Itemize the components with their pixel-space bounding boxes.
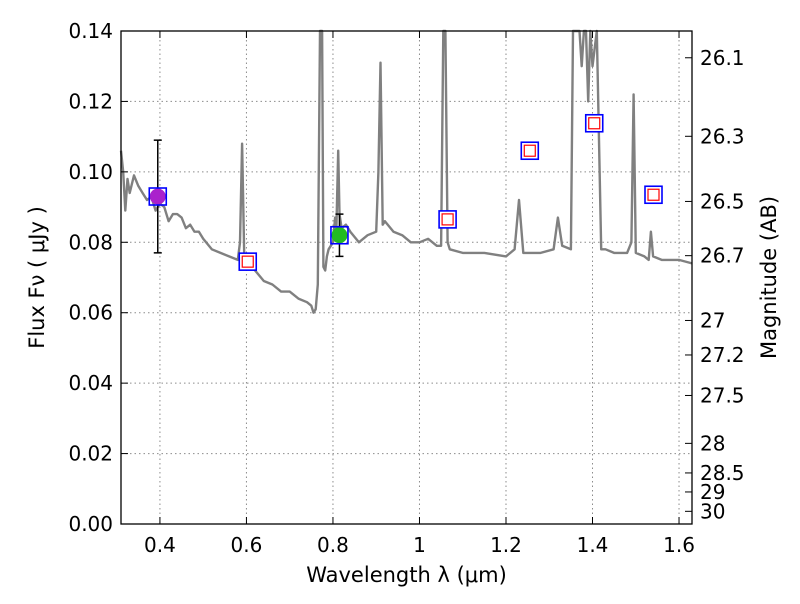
y-tick-label: 0.08	[68, 230, 113, 254]
y-tick-label: 0.14	[68, 19, 113, 43]
magnitude-tick-label: 30	[700, 499, 725, 523]
x-tick-label: 1.4	[577, 533, 609, 557]
photometry-square-inner	[241, 255, 254, 268]
x-tick-label: 1.6	[663, 533, 695, 557]
y-tick-label: 0.02	[68, 442, 113, 466]
magnitude-tick-label: 28	[700, 431, 725, 455]
magnitude-tick-label: 27	[700, 308, 725, 332]
x-tick-label: 1	[413, 533, 426, 557]
magnitude-tick-label: 26.3	[700, 124, 745, 148]
photometry-square-inner	[523, 144, 536, 157]
x-tick-label: 0.8	[317, 533, 349, 557]
photometry-square-outer	[438, 210, 457, 229]
filled-photometry-point	[331, 227, 348, 244]
photometry-square-outer	[520, 141, 540, 161]
photometry-square-inner	[441, 213, 454, 226]
photometry-square-inner	[647, 188, 660, 201]
plot-frame	[120, 30, 693, 525]
y2-axis-label: Magnitude (AB)	[757, 196, 781, 359]
x-tick-label: 0.4	[144, 533, 176, 557]
photometry-square-outer	[330, 225, 349, 245]
y-tick-label: 0.06	[68, 301, 113, 325]
x-tick-label: 1.2	[490, 533, 522, 557]
x-tick-label: 0.6	[231, 533, 263, 557]
photometry-square-outer	[584, 113, 604, 133]
magnitude-tick-label: 26.7	[700, 244, 745, 268]
photometry-square-outer	[644, 185, 663, 205]
filled-photometry-point	[149, 188, 166, 205]
photometry-square-outer	[238, 252, 258, 271]
magnitude-tick-label: 26.1	[700, 46, 745, 70]
x-axis-label: Wavelength λ (μm)	[306, 563, 507, 587]
magnitude-tick-label: 29	[700, 480, 725, 504]
y-tick-label: 0.10	[68, 160, 113, 184]
y-tick-label: 0.04	[68, 371, 113, 395]
magnitude-tick-label: 27.2	[700, 343, 745, 367]
tick-labels: 0.4 0.6 0.8 1 1.2 1.4 1.6 0.00 0.02 0.04 0.06 0.08 0…	[68, 19, 744, 557]
grid-lines	[121, 31, 692, 524]
photometry-square-inner	[588, 117, 601, 130]
magnitude-tick-label: 28.5	[700, 461, 745, 485]
photometry-square-outer	[148, 187, 168, 206]
y-tick-label: 0.12	[68, 89, 113, 113]
y-tick-label: 0.00	[68, 512, 113, 536]
y-axis-label: Flux Fν ( μJy )	[25, 206, 49, 349]
magnitude-tick-label: 27.5	[700, 383, 745, 407]
axis-ticks	[121, 30, 692, 525]
magnitude-tick-label: 26.5	[700, 189, 745, 213]
photometry-points	[148, 113, 663, 271]
